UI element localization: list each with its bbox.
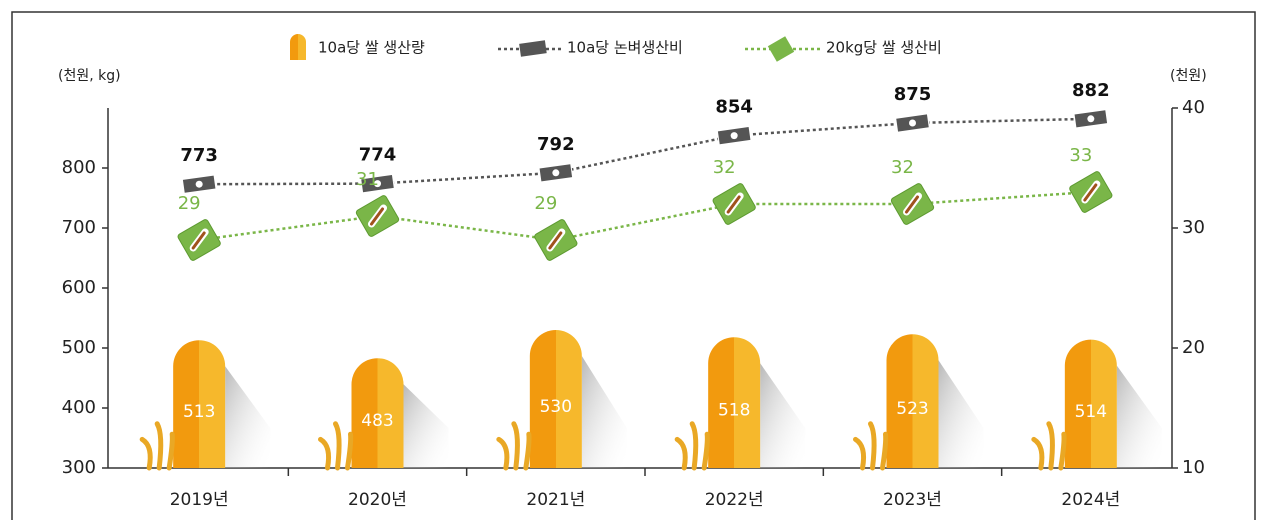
y-tick-label: 400	[62, 397, 96, 418]
bar	[886, 334, 939, 468]
frame	[11, 11, 1256, 520]
marker-icon	[552, 169, 560, 177]
wheat-icon	[511, 421, 520, 471]
bar	[708, 337, 761, 468]
wheat-icon	[345, 431, 354, 471]
bar-shadow	[760, 363, 806, 468]
wheat-icon	[139, 436, 153, 471]
bar-shadow	[225, 366, 271, 468]
line	[199, 117, 1091, 186]
wheat-icon	[1031, 436, 1045, 471]
marker-icon	[1087, 115, 1095, 123]
bar-value-label: 530	[540, 397, 572, 417]
x-tick-label: 2023년	[883, 490, 942, 510]
line-value-label: 792	[537, 134, 575, 155]
marker-icon	[730, 132, 738, 140]
bar-value-label: 513	[183, 402, 215, 422]
y2-tick-label: 30	[1182, 217, 1205, 238]
wheat-icon	[674, 436, 688, 471]
bar-shadow	[938, 360, 984, 468]
bar-value-label: 483	[361, 411, 393, 431]
line-value-label: 875	[894, 84, 932, 105]
marker-icon	[195, 180, 203, 188]
y2-tick-label: 20	[1182, 337, 1205, 358]
line-value-label: 773	[180, 145, 218, 166]
wheat-icon	[318, 436, 332, 471]
bar-shadow	[403, 384, 449, 468]
x-tick-label: 2020년	[348, 490, 407, 510]
x-tick-label: 2024년	[1061, 490, 1120, 510]
x-tick-label: 2022년	[705, 490, 764, 510]
legend-bar-icon	[290, 34, 306, 60]
y-tick-label: 300	[62, 457, 96, 478]
legend-label: 10a당 쌀 생산량	[318, 39, 425, 57]
bar	[351, 358, 404, 468]
marker-icon	[548, 231, 563, 250]
line-value-label: 33	[1069, 145, 1092, 166]
marker-icon	[909, 119, 916, 127]
y-axis-label: (천원, kg)	[58, 68, 121, 84]
wheat-icon	[154, 421, 164, 471]
line-value-label: 32	[713, 157, 736, 178]
y-tick-label: 700	[62, 217, 96, 238]
x-tick-label: 2021년	[526, 490, 585, 510]
marker-icon	[191, 231, 206, 250]
legend-marker	[519, 40, 547, 57]
legend-label: 20kg당 쌀 생산비	[826, 39, 942, 57]
y-tick-label: 500	[62, 337, 96, 358]
y-tick-label: 800	[62, 157, 96, 178]
bar-shadow	[581, 356, 627, 468]
marker-icon	[726, 195, 741, 214]
bar-shadow	[1116, 365, 1162, 468]
y2-tick-label: 40	[1182, 97, 1205, 118]
wheat-icon	[166, 431, 175, 471]
wheat-icon	[853, 436, 867, 471]
bar	[173, 340, 226, 468]
line-value-label: 29	[178, 193, 201, 214]
y2-tick-label: 10	[1182, 457, 1205, 478]
line-value-label: 882	[1072, 80, 1110, 101]
wheat-icon	[523, 431, 532, 471]
bar-value-label: 514	[1075, 402, 1107, 422]
bar	[529, 330, 582, 468]
bar	[1064, 339, 1117, 468]
y2-axis-label: (천원)	[1170, 68, 1207, 84]
bar-value-label: 518	[718, 401, 750, 421]
wheat-icon	[689, 421, 699, 471]
marker-icon	[1083, 183, 1098, 202]
legend-marker	[767, 36, 795, 62]
line-value-label: 32	[891, 157, 914, 178]
legend-label: 10a당 논벼생산비	[567, 39, 683, 57]
wheat-icon	[1058, 431, 1067, 471]
wheat-icon	[880, 431, 889, 471]
line	[199, 190, 1091, 242]
wheat-icon	[1046, 421, 1055, 471]
line-value-label: 774	[359, 145, 397, 166]
marker-icon	[370, 207, 384, 226]
wheat-icon	[701, 431, 710, 471]
marker-icon	[905, 195, 919, 214]
x-tick-label: 2019년	[170, 490, 229, 510]
y-tick-label: 600	[62, 277, 96, 298]
wheat-icon	[333, 421, 342, 471]
line-value-label: 854	[715, 97, 753, 118]
wheat-icon	[868, 421, 877, 471]
line-value-label: 31	[356, 169, 379, 190]
line-value-label: 29	[534, 193, 557, 214]
bar-value-label: 523	[896, 399, 928, 419]
legend: 10a당 쌀 생산량 10a당 논벼생산비 20kg당 쌀 생산비	[290, 34, 942, 62]
marker-icon	[374, 180, 381, 188]
wheat-icon	[496, 436, 510, 471]
